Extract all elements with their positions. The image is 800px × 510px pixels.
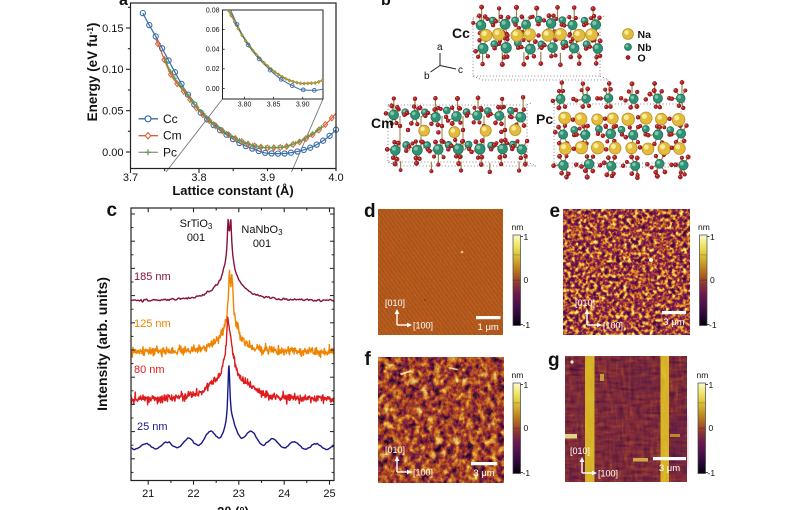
svg-text:SrTiO3: SrTiO3 xyxy=(180,218,213,231)
svg-text:b: b xyxy=(424,71,430,82)
svg-text:3 μm: 3 μm xyxy=(473,468,494,479)
svg-text:NaNbO3: NaNbO3 xyxy=(241,224,283,237)
svg-text:1 μm: 1 μm xyxy=(478,322,499,333)
svg-text:[010]: [010] xyxy=(570,446,590,456)
svg-text:Pc: Pc xyxy=(163,145,177,159)
svg-text:Nb: Nb xyxy=(638,42,652,54)
svg-text:0.00: 0.00 xyxy=(206,86,220,93)
svg-text:Cc: Cc xyxy=(163,112,178,126)
svg-text:1: 1 xyxy=(710,232,715,242)
svg-text:80 nm: 80 nm xyxy=(134,364,165,376)
svg-text:-1: -1 xyxy=(523,320,531,330)
svg-text:-1: -1 xyxy=(523,468,531,478)
svg-text:22: 22 xyxy=(187,488,199,500)
svg-text:3.85: 3.85 xyxy=(267,102,281,109)
svg-text:0.02: 0.02 xyxy=(206,66,220,73)
svg-text:[100]: [100] xyxy=(603,321,623,331)
svg-text:[100]: [100] xyxy=(598,469,618,479)
svg-text:[010]: [010] xyxy=(575,298,595,308)
svg-text:001: 001 xyxy=(187,232,205,244)
svg-text:nm: nm xyxy=(512,370,524,380)
svg-text:e: e xyxy=(550,201,561,222)
svg-text:c: c xyxy=(458,65,463,76)
svg-text:b: b xyxy=(381,0,391,9)
svg-text:3.8: 3.8 xyxy=(191,172,206,184)
svg-text:nm: nm xyxy=(512,222,524,232)
svg-text:0: 0 xyxy=(524,423,529,433)
svg-text:001: 001 xyxy=(253,238,271,250)
svg-text:a: a xyxy=(119,0,128,9)
svg-text:[010]: [010] xyxy=(385,445,405,455)
svg-text:0.10: 0.10 xyxy=(102,64,123,76)
svg-text:a: a xyxy=(437,42,443,53)
svg-text:24: 24 xyxy=(278,488,290,500)
svg-text:0.15: 0.15 xyxy=(102,23,123,35)
svg-text:Cm: Cm xyxy=(371,115,394,131)
svg-text:[100]: [100] xyxy=(413,468,433,478)
svg-text:nm: nm xyxy=(697,370,709,380)
svg-text:0.04: 0.04 xyxy=(206,47,220,54)
svg-text:23: 23 xyxy=(233,488,245,500)
svg-text:g: g xyxy=(548,350,560,371)
svg-text:nm: nm xyxy=(698,222,710,232)
svg-text:Energy (eV fu-1): Energy (eV fu-1) xyxy=(85,23,100,122)
svg-text:3.90: 3.90 xyxy=(296,102,310,109)
svg-text:1: 1 xyxy=(524,380,529,390)
svg-text:Na: Na xyxy=(638,29,652,41)
svg-text:0.06: 0.06 xyxy=(206,27,220,34)
svg-text:Cc: Cc xyxy=(452,25,470,41)
svg-text:c: c xyxy=(107,200,118,221)
svg-text:d: d xyxy=(364,201,376,222)
svg-text:Lattice constant (Å): Lattice constant (Å) xyxy=(172,183,293,198)
svg-text:21: 21 xyxy=(142,488,154,500)
svg-text:-1: -1 xyxy=(708,468,716,478)
svg-text:f: f xyxy=(365,349,372,370)
svg-text:3 μm: 3 μm xyxy=(663,317,684,328)
svg-text:2θ (°): 2θ (°) xyxy=(217,504,249,510)
svg-text:0.05: 0.05 xyxy=(102,106,123,118)
svg-text:25 nm: 25 nm xyxy=(137,421,168,433)
svg-text:3 μm: 3 μm xyxy=(659,463,680,474)
svg-text:0: 0 xyxy=(709,423,714,433)
svg-text:1: 1 xyxy=(524,232,529,242)
svg-text:[100]: [100] xyxy=(413,321,433,331)
svg-text:3.9: 3.9 xyxy=(260,172,275,184)
svg-text:185 nm: 185 nm xyxy=(134,271,171,283)
svg-text:3.7: 3.7 xyxy=(123,172,138,184)
svg-text:-1: -1 xyxy=(709,320,717,330)
svg-text:3.80: 3.80 xyxy=(238,102,252,109)
svg-text:0.00: 0.00 xyxy=(102,147,123,159)
svg-text:Pc: Pc xyxy=(536,111,553,127)
svg-text:125 nm: 125 nm xyxy=(134,318,171,330)
svg-text:0.08: 0.08 xyxy=(206,7,220,14)
svg-text:1: 1 xyxy=(709,380,714,390)
svg-text:25: 25 xyxy=(323,488,335,500)
svg-text:0: 0 xyxy=(710,275,715,285)
svg-text:O: O xyxy=(638,53,646,65)
svg-text:[010]: [010] xyxy=(385,298,405,308)
svg-text:Intensity (arb. units): Intensity (arb. units) xyxy=(94,277,110,411)
svg-text:0: 0 xyxy=(524,275,529,285)
svg-text:4.0: 4.0 xyxy=(328,172,343,184)
svg-text:Cm: Cm xyxy=(163,129,182,143)
